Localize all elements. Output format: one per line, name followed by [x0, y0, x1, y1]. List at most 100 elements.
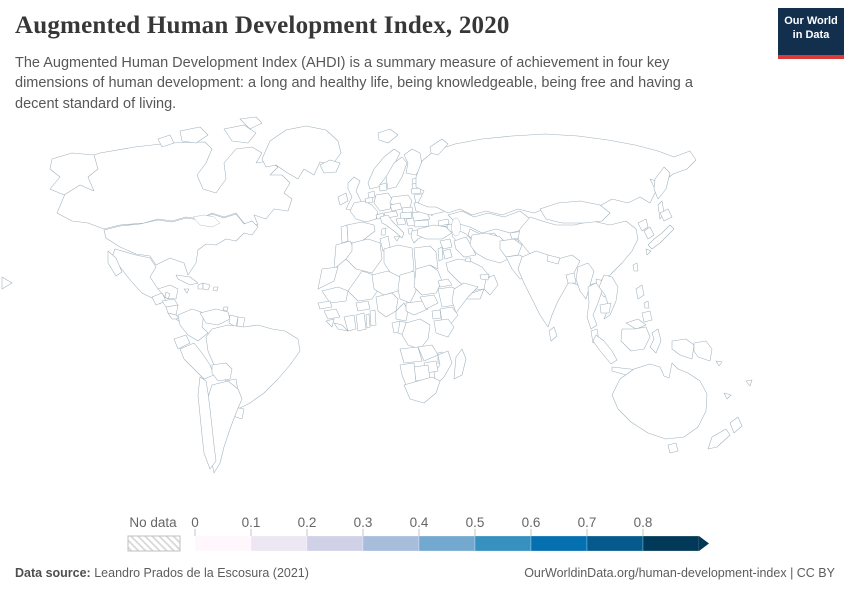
country-niger[interactable] [371, 270, 401, 296]
country-sudan[interactable] [413, 264, 443, 296]
country-svalbard[interactable] [377, 128, 399, 144]
country-turkey[interactable] [416, 224, 453, 240]
country-philippines-mindanao[interactable] [641, 310, 653, 323]
country-somalia[interactable] [451, 282, 479, 314]
country-canada-island[interactable] [223, 124, 257, 144]
legend-segment-0.6-0.7[interactable] [530, 535, 588, 552]
country-cambodia[interactable] [599, 302, 612, 314]
country-chile[interactable] [197, 376, 217, 470]
country-bangladesh[interactable] [565, 272, 577, 284]
country-jordan[interactable] [442, 248, 453, 260]
country-benin[interactable] [369, 309, 377, 327]
country-russia[interactable] [415, 133, 697, 216]
country-indonesia-kalimantan[interactable] [620, 326, 651, 352]
country-madagascar[interactable] [453, 348, 467, 380]
legend-segment-0.2-0.3[interactable] [306, 535, 364, 552]
country-bolivia[interactable] [211, 362, 233, 382]
country-mauritania[interactable] [321, 286, 349, 304]
country-croatia[interactable] [395, 217, 407, 226]
country-angola[interactable] [399, 346, 423, 364]
country-canada-island[interactable] [239, 116, 263, 130]
country-uae[interactable] [479, 273, 490, 281]
country-norway[interactable] [367, 148, 401, 190]
country-nepal[interactable] [546, 254, 561, 265]
country-italy[interactable] [379, 214, 405, 239]
country-new-zealand-south[interactable] [707, 428, 731, 450]
country-australia[interactable] [611, 362, 708, 440]
country-indonesia-papua[interactable] [671, 338, 695, 360]
country-south-sudan[interactable] [419, 294, 439, 310]
country-russia-kamchatka[interactable] [653, 166, 671, 200]
country-thailand[interactable] [586, 282, 603, 330]
country-italy-sicily[interactable] [393, 235, 401, 242]
country-trinidad[interactable] [222, 306, 229, 312]
legend-segment-0.1-0.2[interactable] [250, 535, 308, 552]
country-chad[interactable] [397, 270, 417, 304]
country-cote-divoire[interactable] [343, 314, 357, 332]
country-new-zealand-north[interactable] [729, 416, 743, 434]
country-france[interactable] [349, 200, 379, 223]
country-guinea[interactable] [323, 308, 341, 320]
legend-segment-0.8+[interactable] [642, 535, 700, 552]
country-netherlands[interactable] [367, 190, 376, 199]
country-italy-sardinia[interactable] [380, 227, 387, 236]
legend-segment-0.4-0.5[interactable] [418, 535, 476, 552]
country-iceland[interactable] [319, 159, 341, 174]
country-novaya-zemlya[interactable] [429, 138, 449, 156]
country-germany[interactable] [373, 192, 393, 212]
country-japan-hokkaido[interactable] [659, 208, 673, 222]
country-myanmar[interactable] [575, 262, 595, 300]
country-venezuela[interactable] [199, 308, 231, 326]
country-sweden[interactable] [385, 156, 408, 190]
country-togo[interactable] [365, 313, 371, 329]
legend-segment-0-0.1[interactable] [194, 535, 252, 552]
legend-no-data-swatch[interactable] [127, 535, 181, 552]
country-papua-new-guinea[interactable] [693, 340, 713, 362]
footer-link[interactable]: OurWorldinData.org/human-development-ind… [524, 566, 835, 580]
country-eritrea[interactable] [437, 278, 453, 288]
country-bulgaria[interactable] [413, 219, 430, 228]
country-ecuador[interactable] [173, 334, 191, 350]
country-haiti[interactable] [197, 282, 204, 290]
country-uganda[interactable] [431, 309, 442, 320]
country-lithuania[interactable] [410, 187, 422, 195]
country-ghana[interactable] [355, 312, 367, 332]
country-denmark[interactable] [378, 182, 388, 192]
country-mexico-baja[interactable] [107, 250, 123, 277]
country-united-states[interactable] [103, 213, 259, 276]
country-western-sahara[interactable] [317, 266, 339, 290]
country-canada-island[interactable] [179, 126, 209, 144]
country-georgia[interactable] [437, 218, 450, 227]
legend-segment-0.7-0.8[interactable] [586, 535, 644, 552]
country-burkina-faso[interactable] [355, 300, 371, 312]
country-canada-island[interactable] [157, 134, 175, 148]
country-alaska[interactable] [49, 152, 99, 196]
country-dominican-republic[interactable] [202, 282, 211, 291]
country-nigeria[interactable] [375, 292, 399, 318]
country-new-caledonia[interactable] [723, 392, 732, 400]
country-iran[interactable] [469, 232, 513, 264]
country-hungary[interactable] [399, 211, 413, 220]
country-car[interactable] [405, 300, 429, 316]
country-drc[interactable] [401, 318, 431, 350]
legend-segment-0.5-0.6[interactable] [474, 535, 532, 552]
country-namibia[interactable] [399, 362, 417, 386]
country-suriname[interactable] [236, 316, 246, 328]
country-slovakia[interactable] [401, 206, 414, 214]
country-jamaica[interactable] [183, 288, 190, 294]
country-malaysia-borneo[interactable] [625, 318, 647, 330]
country-canada[interactable] [56, 141, 293, 230]
country-ireland[interactable] [337, 192, 349, 206]
country-mexico-yucatan[interactable] [157, 284, 179, 300]
country-algeria[interactable] [345, 238, 383, 274]
country-nicaragua[interactable] [165, 304, 179, 316]
country-belize[interactable] [164, 291, 171, 300]
country-south-korea[interactable] [643, 226, 655, 240]
country-solomon-islands[interactable] [715, 360, 723, 367]
country-philippines-visayas[interactable] [643, 300, 650, 309]
country-tanzania[interactable] [433, 318, 455, 338]
country-philippines-luzon[interactable] [635, 284, 645, 300]
country-indonesia-sumatra[interactable] [592, 334, 618, 365]
country-indonesia-sulawesi[interactable] [649, 328, 662, 354]
country-syria[interactable] [439, 238, 453, 250]
